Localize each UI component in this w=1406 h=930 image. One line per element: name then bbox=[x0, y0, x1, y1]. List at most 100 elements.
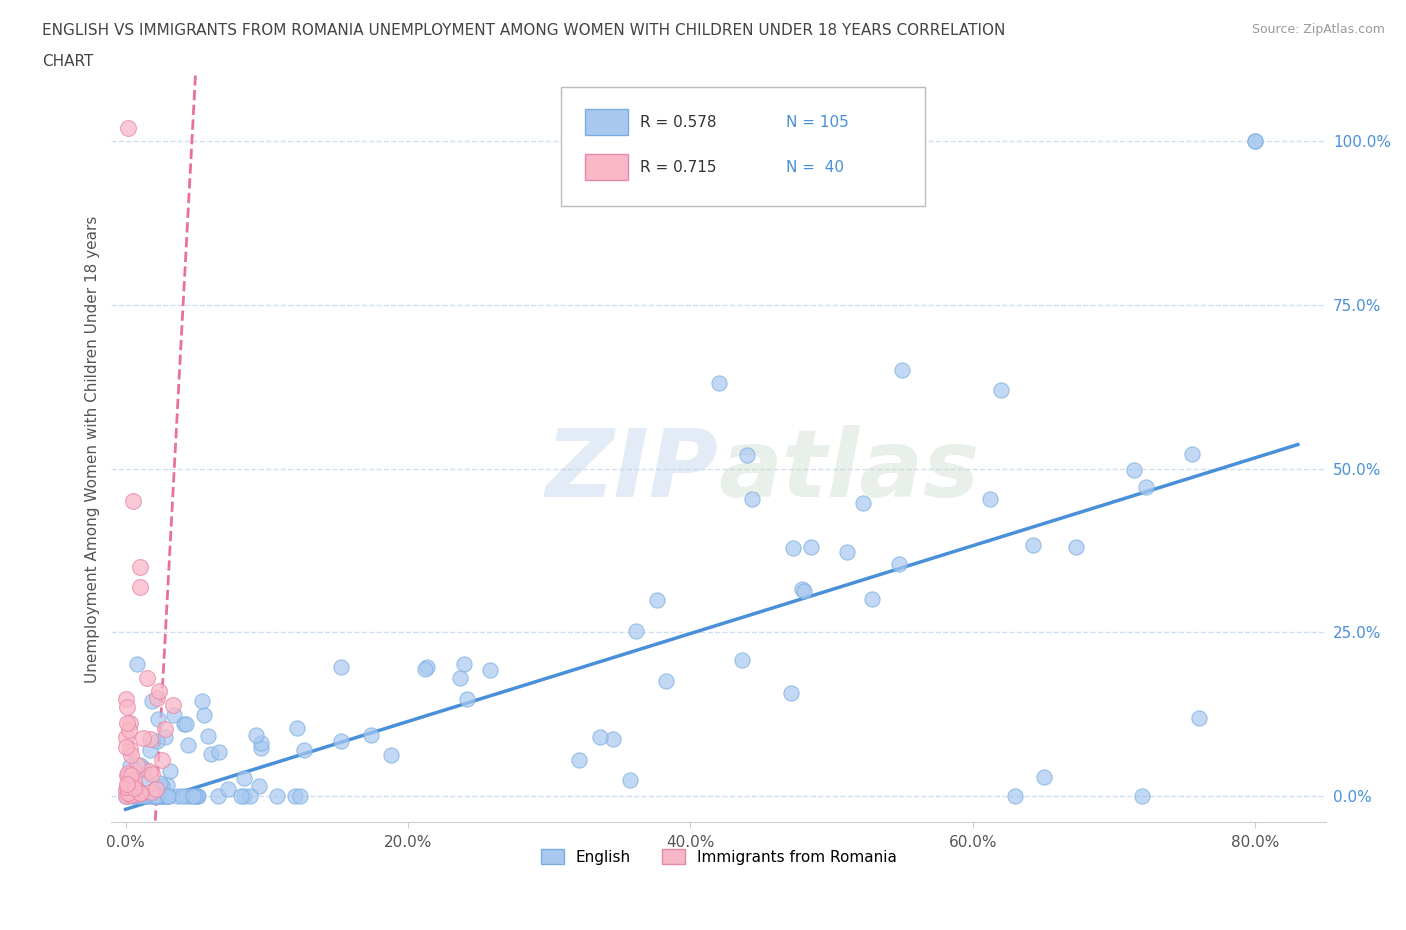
Point bbox=[117, 120, 139, 135]
Point bbox=[793, 584, 815, 599]
Point bbox=[117, 786, 139, 801]
Point bbox=[860, 591, 883, 606]
Point bbox=[239, 789, 262, 804]
Point bbox=[707, 376, 730, 391]
Point bbox=[179, 789, 201, 804]
Point bbox=[416, 659, 439, 674]
Text: CHART: CHART bbox=[42, 54, 94, 69]
Point bbox=[115, 692, 138, 707]
Point bbox=[266, 789, 288, 804]
Point bbox=[233, 771, 256, 786]
Point bbox=[250, 741, 273, 756]
Point bbox=[186, 789, 208, 804]
Point bbox=[118, 759, 141, 774]
Point bbox=[141, 767, 163, 782]
Point bbox=[149, 789, 172, 804]
Point bbox=[231, 789, 253, 804]
Point bbox=[207, 789, 229, 804]
Point bbox=[1123, 462, 1146, 477]
Point bbox=[1244, 134, 1267, 149]
Point bbox=[125, 657, 148, 671]
Bar bbox=[585, 153, 627, 180]
Point bbox=[117, 765, 139, 780]
Point bbox=[115, 789, 138, 804]
Text: Source: ZipAtlas.com: Source: ZipAtlas.com bbox=[1251, 23, 1385, 36]
Text: R = 0.578: R = 0.578 bbox=[640, 115, 716, 130]
Point bbox=[135, 671, 157, 685]
Point bbox=[121, 494, 143, 509]
Point bbox=[122, 781, 145, 796]
Point bbox=[139, 742, 162, 757]
Point bbox=[131, 730, 153, 745]
Point bbox=[1022, 538, 1045, 552]
Point bbox=[602, 732, 624, 747]
Point bbox=[115, 768, 138, 783]
Point bbox=[115, 789, 138, 804]
Point bbox=[139, 732, 162, 747]
Point bbox=[624, 624, 647, 639]
Point bbox=[118, 716, 141, 731]
Point bbox=[120, 787, 142, 802]
Point bbox=[156, 789, 179, 804]
Point bbox=[217, 782, 239, 797]
Point bbox=[118, 777, 141, 792]
Point bbox=[1181, 446, 1204, 461]
Point bbox=[139, 785, 162, 800]
Point bbox=[150, 789, 173, 804]
Point bbox=[148, 789, 170, 804]
Point bbox=[125, 781, 148, 796]
Point bbox=[122, 774, 145, 789]
Point bbox=[1064, 539, 1087, 554]
Point bbox=[118, 786, 141, 801]
Point bbox=[1244, 134, 1267, 149]
Point bbox=[153, 789, 176, 804]
Point bbox=[118, 787, 141, 802]
Point bbox=[145, 789, 167, 804]
Point bbox=[250, 736, 273, 751]
Text: ENGLISH VS IMMIGRANTS FROM ROMANIA UNEMPLOYMENT AMONG WOMEN WITH CHILDREN UNDER : ENGLISH VS IMMIGRANTS FROM ROMANIA UNEMP… bbox=[42, 23, 1005, 38]
Point bbox=[120, 741, 142, 756]
Point bbox=[120, 748, 142, 763]
Point bbox=[233, 789, 256, 804]
Point bbox=[619, 773, 641, 788]
Point bbox=[284, 789, 307, 804]
Point bbox=[120, 767, 142, 782]
Point bbox=[138, 764, 160, 778]
Point bbox=[141, 694, 163, 709]
Point bbox=[129, 785, 152, 800]
Point bbox=[208, 744, 231, 759]
Point bbox=[127, 789, 149, 804]
Point bbox=[156, 789, 179, 804]
FancyBboxPatch shape bbox=[561, 86, 925, 206]
Point bbox=[800, 540, 823, 555]
Point bbox=[118, 772, 141, 787]
Point bbox=[181, 789, 204, 804]
Bar bbox=[585, 109, 627, 135]
Point bbox=[730, 652, 752, 667]
Point bbox=[129, 560, 152, 575]
Point bbox=[285, 721, 308, 736]
Point bbox=[835, 545, 858, 560]
Point bbox=[174, 789, 197, 804]
Point bbox=[647, 593, 669, 608]
Point bbox=[118, 781, 141, 796]
Point bbox=[200, 747, 222, 762]
Point bbox=[887, 556, 910, 571]
Point bbox=[449, 671, 471, 685]
Point bbox=[145, 690, 167, 705]
Point bbox=[153, 729, 176, 744]
Point bbox=[1135, 480, 1157, 495]
Point bbox=[128, 789, 150, 804]
Point bbox=[166, 789, 188, 804]
Text: atlas: atlas bbox=[718, 425, 980, 517]
Point bbox=[655, 674, 678, 689]
Point bbox=[191, 694, 214, 709]
Point bbox=[128, 579, 150, 594]
Point bbox=[117, 715, 139, 730]
Point bbox=[790, 581, 813, 596]
Point bbox=[129, 758, 152, 773]
Point bbox=[115, 777, 138, 791]
Point bbox=[380, 748, 402, 763]
Point bbox=[360, 727, 382, 742]
Point bbox=[193, 707, 215, 722]
